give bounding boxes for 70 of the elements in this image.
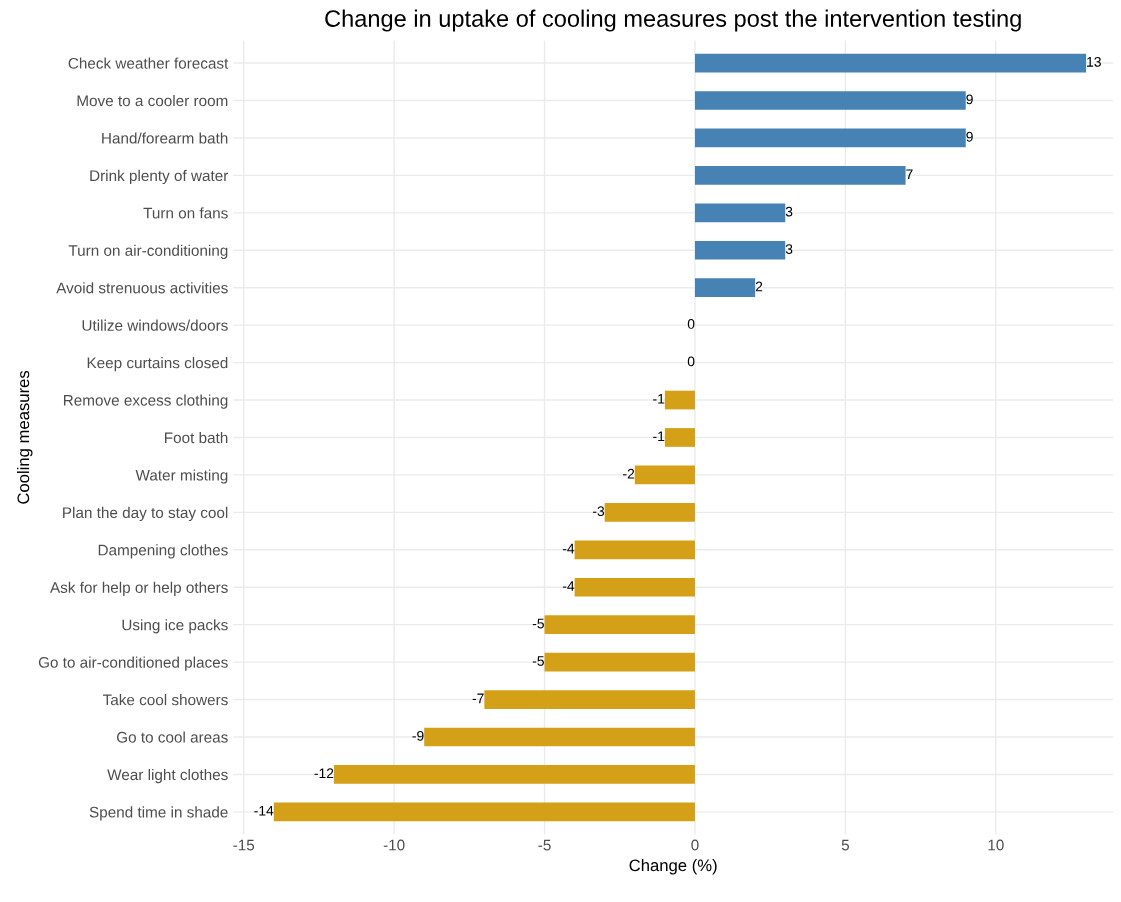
- bar: [574, 577, 695, 597]
- y-tick-label: Foot bath: [165, 431, 228, 444]
- y-tick-label: Go to cool areas: [116, 731, 228, 743]
- data-label: 7: [906, 169, 913, 179]
- data-label: -9: [412, 730, 424, 741]
- y-tick-label: Turn on air-conditioning: [68, 244, 228, 259]
- bar: [574, 540, 695, 560]
- bar: [694, 240, 786, 260]
- bar: [604, 502, 695, 522]
- bar: [694, 203, 786, 223]
- y-tick-label: Using ice packs: [122, 619, 228, 634]
- y-tick-label: Ask for help or help others: [50, 581, 228, 596]
- y-tick-label: Take cool showers: [102, 694, 228, 706]
- data-label: 0: [687, 319, 695, 329]
- y-tick-label: Utilize windows/doors: [82, 319, 228, 331]
- y-tick-label: Dampening clothes: [98, 544, 228, 559]
- bar: [273, 802, 695, 822]
- bar: [544, 652, 695, 672]
- y-tick-label: Move to a cooler room: [77, 94, 228, 107]
- data-label: 2: [755, 281, 763, 292]
- x-tick-label: -15: [233, 839, 255, 851]
- data-label: 13: [1087, 56, 1101, 67]
- bar: [694, 128, 966, 148]
- bar: [333, 765, 695, 784]
- x-tick-label: 5: [841, 839, 850, 851]
- data-label: -3: [592, 506, 605, 517]
- data-label: -14: [254, 805, 274, 816]
- data-label: -1: [653, 394, 665, 404]
- x-tick-label: 10: [988, 839, 1004, 851]
- data-label: -4: [562, 581, 575, 591]
- bar: [664, 390, 695, 410]
- data-label: -2: [623, 468, 635, 479]
- bar: [694, 166, 906, 185]
- data-label: 0: [687, 356, 695, 367]
- data-label: 3: [785, 206, 793, 217]
- y-axis-title: Cooling measures: [16, 370, 33, 504]
- x-tick-label: -5: [538, 839, 551, 851]
- y-tick-label: Drink plenty of water: [90, 169, 229, 185]
- x-axis-title: Change (%): [629, 859, 717, 875]
- y-tick-label: Wear light clothes: [107, 768, 228, 784]
- y-tick-label: Hand/forearm bath: [102, 132, 228, 144]
- data-label: -7: [472, 693, 484, 704]
- y-tick-label: Check weather forecast: [68, 57, 229, 69]
- y-tick-label: Go to air-conditioned places: [38, 656, 228, 671]
- bar: [634, 465, 695, 485]
- y-tick-label: Spend time in shade: [89, 806, 228, 821]
- y-tick-label: Remove excess clothing: [63, 394, 228, 409]
- x-tick-label: -10: [383, 839, 405, 851]
- y-tick-label: Plan the day to stay cool: [63, 506, 228, 522]
- data-label: -5: [532, 656, 544, 666]
- y-tick-label: Turn on fans: [143, 207, 228, 219]
- data-label: 3: [785, 244, 793, 254]
- y-tick-label: Keep curtains closed: [87, 357, 228, 372]
- bar: [424, 727, 695, 747]
- bar: [694, 53, 1087, 73]
- data-label: -4: [562, 543, 575, 554]
- bar: [664, 428, 695, 447]
- bar: [694, 91, 966, 110]
- chart-title: Change in uptake of cooling measures post the intervention testing: [325, 9, 1021, 32]
- data-label: -12: [314, 768, 334, 779]
- x-tick-label: 0: [691, 839, 699, 851]
- y-tick-label: Water misting: [135, 469, 228, 484]
- bar: [484, 690, 695, 709]
- data-label: 9: [966, 94, 973, 105]
- bar: [544, 615, 695, 635]
- data-label: -5: [532, 618, 544, 629]
- y-tick-label: Avoid strenuous activities: [56, 282, 228, 294]
- data-label: -1: [653, 431, 665, 442]
- bar: [694, 278, 756, 298]
- data-label: 9: [966, 131, 973, 142]
